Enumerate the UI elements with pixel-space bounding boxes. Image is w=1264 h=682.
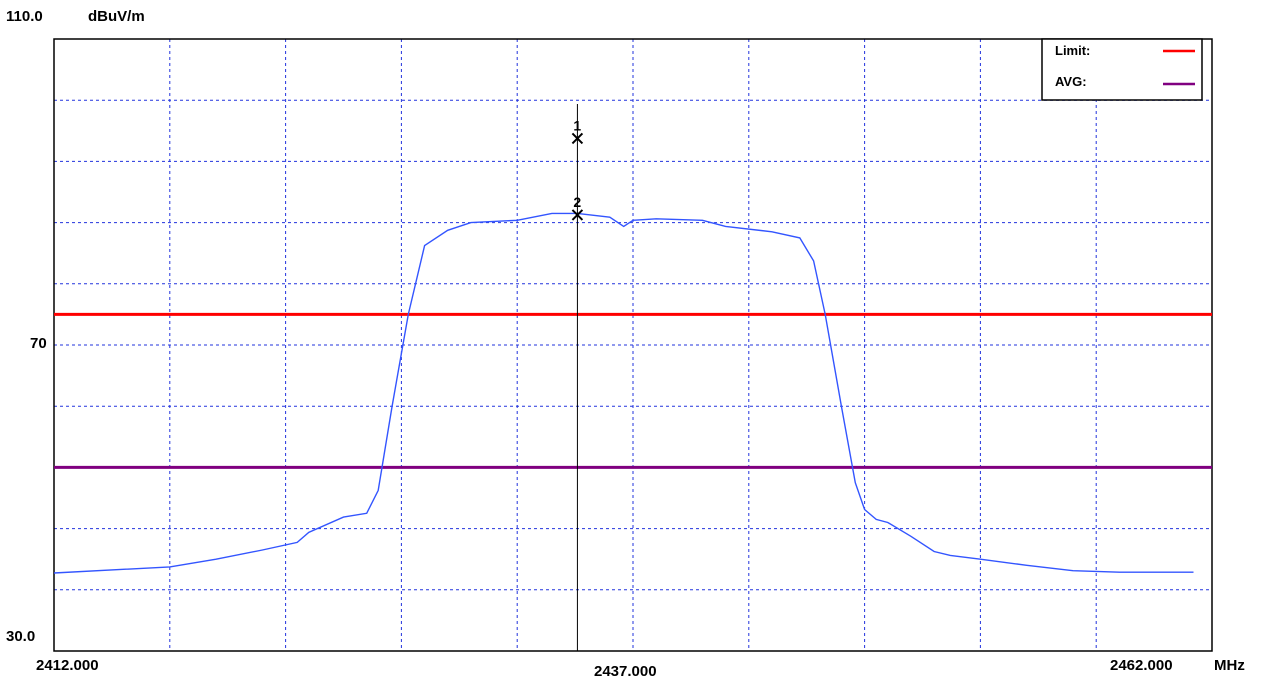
- x-unit-label: MHz: [1214, 657, 1245, 674]
- series-line-0: [53, 212, 1194, 574]
- legend: Limit: AVG:: [1041, 38, 1203, 101]
- y-min-label: 30.0: [6, 628, 35, 645]
- markers: 12: [571, 104, 584, 651]
- x-max-label: 2462.000: [1110, 657, 1173, 674]
- y-mid-label: 70: [30, 335, 47, 352]
- marker-2-label: 2: [573, 194, 581, 210]
- grid-lines: [54, 39, 1212, 651]
- marker-2-x: [571, 209, 584, 221]
- marker-1-label: 1: [573, 117, 581, 133]
- x-mid-label: 2437.000: [594, 663, 657, 680]
- marker-1-x: [571, 132, 584, 145]
- limit-lines: [54, 312, 1212, 469]
- plot-frame: [53, 38, 1213, 652]
- legend-label-limit: Limit:: [1055, 43, 1090, 58]
- y-max-label: 110.0: [6, 8, 43, 25]
- series-layer: [53, 212, 1194, 574]
- x-min-label: 2412.000: [36, 657, 99, 674]
- legend-label-avg: AVG:: [1055, 74, 1087, 89]
- legend-box: [1041, 38, 1203, 101]
- y-unit-label: dBuV/m: [88, 8, 145, 25]
